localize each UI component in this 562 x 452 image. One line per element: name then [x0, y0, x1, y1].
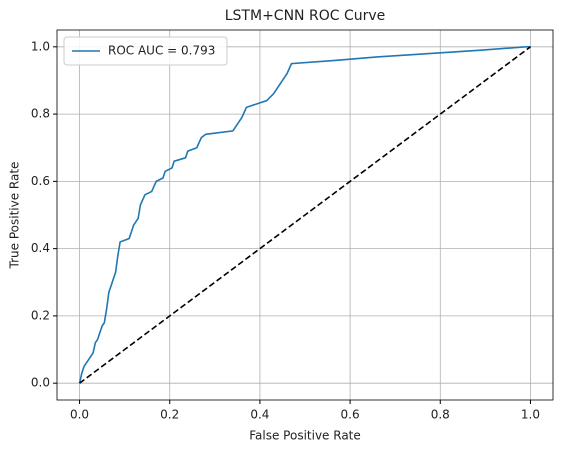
- y-tick-label: 0.8: [31, 107, 50, 121]
- x-tick-label: 0.4: [250, 408, 269, 422]
- legend-box: [63, 36, 228, 66]
- axes-frame: [56, 29, 554, 401]
- x-axis-label: False Positive Rate: [249, 429, 361, 443]
- x-tick-label: 0.2: [160, 408, 179, 422]
- y-tick-label: 0.0: [31, 376, 50, 390]
- y-tick-label: 0.4: [31, 241, 50, 255]
- x-tick-label: 0.6: [341, 408, 360, 422]
- chart-title: LSTM+CNN ROC Curve: [225, 8, 386, 24]
- legend-label: ROC AUC = 0.793: [108, 44, 215, 58]
- y-tick-label: 0.2: [31, 308, 50, 322]
- y-tick-label: 1.0: [31, 39, 50, 53]
- x-tick-label: 0.0: [70, 408, 89, 422]
- x-tick-label: 1.0: [521, 408, 540, 422]
- y-tick-label: 0.6: [31, 174, 50, 188]
- x-tick-label: 0.8: [431, 408, 450, 422]
- roc-line: [78, 46, 531, 384]
- roc-line: [79, 46, 531, 384]
- y-axis-label: True Positive Rate: [8, 162, 22, 270]
